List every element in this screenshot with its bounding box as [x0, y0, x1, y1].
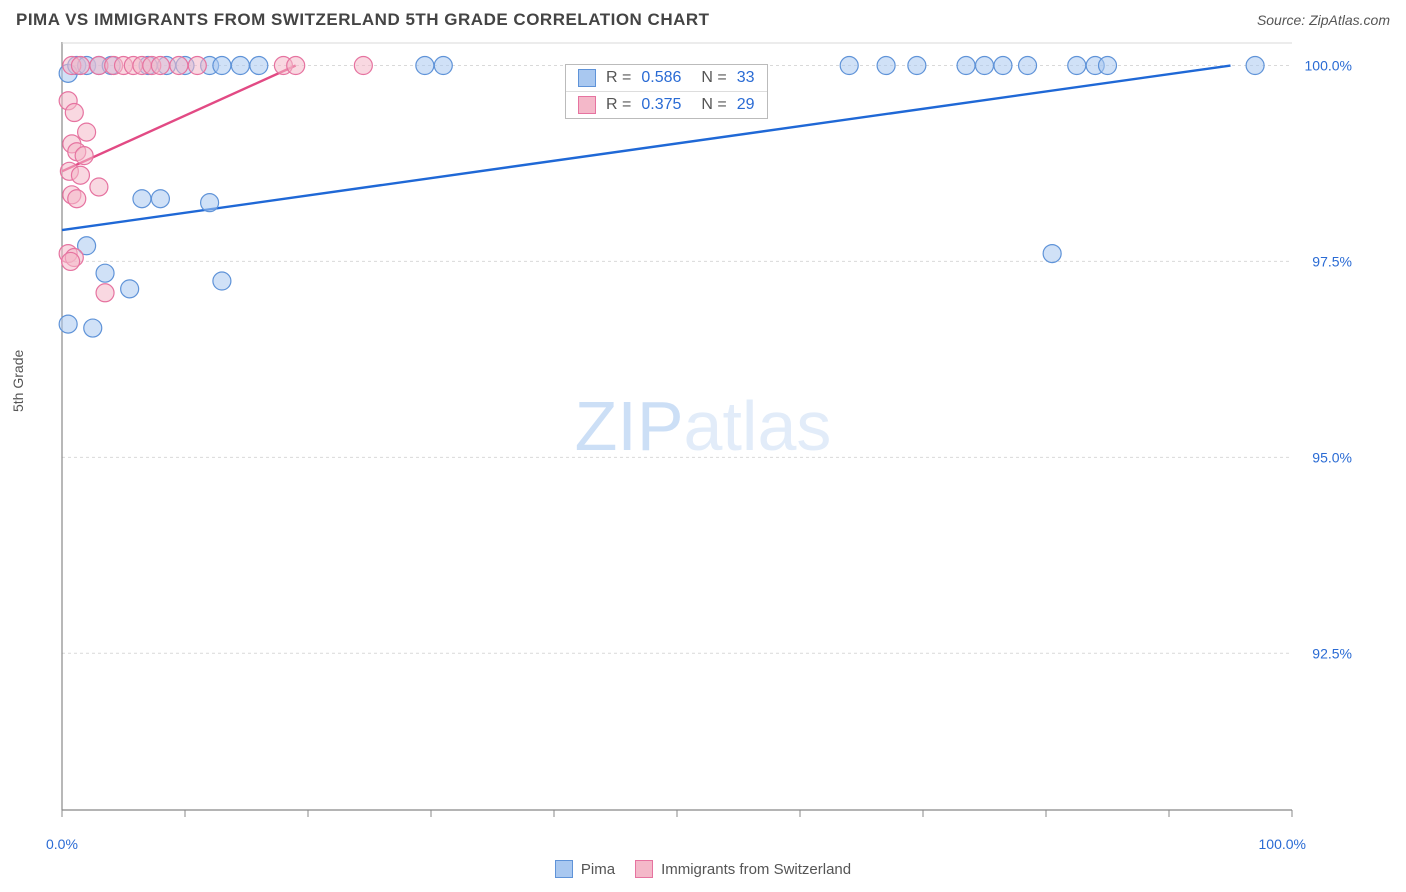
svg-text:92.5%: 92.5% — [1312, 645, 1352, 661]
y-axis-label: 5th Grade — [10, 350, 26, 412]
correlation-stats-box: R =0.586N =33R =0.375N =29 — [565, 64, 768, 119]
source-label: Source: ZipAtlas.com — [1257, 12, 1390, 28]
stat-row: R =0.375N =29 — [566, 92, 767, 118]
chart-area: 5th Grade 92.5%95.0%97.5%100.0% ZIPatlas — [16, 42, 1390, 842]
legend-item: Pima — [555, 860, 615, 878]
svg-text:95.0%: 95.0% — [1312, 449, 1352, 465]
x-axis-min-label: 0.0% — [46, 836, 78, 852]
legend-item: Immigrants from Switzerland — [635, 860, 851, 878]
svg-text:100.0%: 100.0% — [1305, 58, 1352, 74]
x-axis-max-label: 100.0% — [1259, 836, 1306, 852]
x-axis-end-labels: 0.0% 100.0% — [46, 836, 1306, 852]
scatter-chart: 92.5% 95.0% 97.5% 100.0% — [16, 42, 1392, 830]
svg-text:97.5%: 97.5% — [1312, 253, 1352, 269]
chart-title: PIMA VS IMMIGRANTS FROM SWITZERLAND 5TH … — [16, 10, 710, 30]
stat-row: R =0.586N =33 — [566, 65, 767, 92]
legend: Pima Immigrants from Switzerland — [0, 860, 1406, 878]
